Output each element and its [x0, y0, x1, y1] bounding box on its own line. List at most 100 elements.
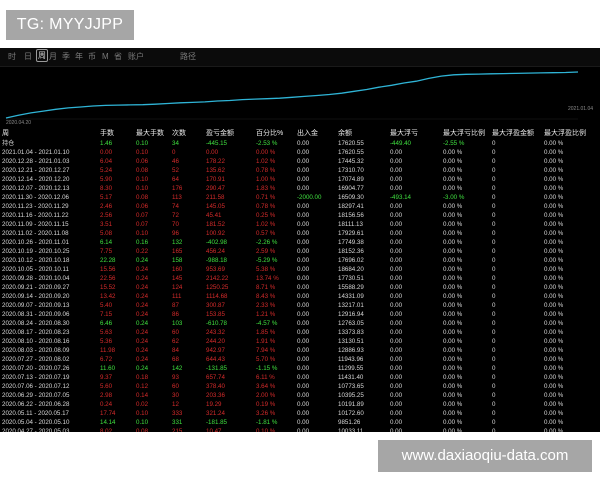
table-row-1-cell-8: 0.00 %	[443, 158, 463, 165]
table-row-31-cell-2: 215	[172, 428, 183, 432]
table-row-16-label: 2020.09.14 - 2020.09.20	[2, 293, 70, 300]
column-header-2[interactable]: 最大手数	[136, 130, 164, 137]
table-row-6-cell-8: 0.00 %	[443, 203, 463, 210]
table-row-12-cell-2: 158	[172, 257, 183, 264]
table-row-14-cell-7: 0.00	[390, 275, 403, 282]
table-row-29-cell-10: 0.00 %	[544, 410, 564, 417]
table-row-11-cell-7: 0.00	[390, 248, 403, 255]
column-header-5[interactable]: 百分比%	[256, 130, 284, 137]
table-row-6-cell-7: 0.00	[390, 203, 403, 210]
period-button-8[interactable]: 省	[114, 52, 122, 61]
period-button-3[interactable]: 月	[49, 52, 57, 61]
table-row-20-cell-1: 0.24	[136, 329, 149, 336]
table-row-16-cell-9: 0	[492, 293, 496, 300]
table-row-14-cell-9: 0	[492, 275, 496, 282]
table-row-25-cell-1: 0.18	[136, 374, 149, 381]
column-header-1[interactable]: 手数	[100, 130, 114, 137]
table-row-20-cell-0: 5.63	[100, 329, 113, 336]
table-row-13-label: 2020.10.05 - 2020.10.11	[2, 266, 69, 273]
table-row-21-cell-8: 0.00 %	[443, 338, 463, 345]
period-button-7[interactable]: M	[102, 52, 109, 61]
table-row-29-cell-5: 0.00	[297, 410, 310, 417]
table-row-7-cell-1: 0.07	[136, 212, 149, 219]
table-row-12-cell-1: 0.24	[136, 257, 149, 264]
table-row-15-cell-2: 124	[172, 284, 183, 291]
table-row-3-cell-7: 0.00	[390, 176, 403, 183]
column-header-4[interactable]: 盈亏金额	[206, 130, 234, 137]
table-row-13-cell-4: 5.38 %	[256, 266, 276, 273]
table-row-18-cell-10: 0.00 %	[544, 311, 564, 318]
column-header-11[interactable]: 最大浮盈比例	[544, 130, 586, 137]
table-row-12-cell-6: 17696.02	[338, 257, 364, 264]
column-header-6[interactable]: 出入金	[297, 130, 318, 137]
table-row-0-cell-1: 0.10	[136, 149, 149, 156]
table-row-30-cell-8: 0.00 %	[443, 419, 463, 426]
table-row-19-cell-2: 103	[172, 320, 183, 327]
table-row-22-cell-3: 942.97	[206, 347, 225, 354]
table-row-22-cell-6: 12886.93	[338, 347, 364, 354]
table-row-1-label: 2020.12.28 - 2021.01.03	[2, 158, 70, 165]
table-row-24-cell-4: -1.15 %	[256, 365, 278, 372]
table-row-31-cell-8: 0.00 %	[443, 428, 463, 432]
table-row-7-label: 2020.11.16 - 2020.11.22	[2, 212, 69, 219]
table-row-3-label: 2020.12.14 - 2020.12.20	[2, 176, 70, 183]
table-row-19-cell-4: -4.57 %	[256, 320, 278, 327]
table-row-24-cell-3: -131.85	[206, 365, 227, 372]
period-button-2[interactable]: 周	[36, 49, 48, 62]
table-row-29-cell-9: 0	[492, 410, 496, 417]
table-row-25-cell-8: 0.00 %	[443, 374, 463, 381]
column-header-3[interactable]: 次数	[172, 130, 186, 137]
column-header-8[interactable]: 最大浮亏	[390, 130, 418, 137]
period-button-4[interactable]: 季	[62, 52, 70, 61]
table-row-26-label: 2020.07.06 - 2020.07.12	[2, 383, 70, 390]
table-row-10-cell-1: 0.16	[136, 239, 149, 246]
table-row-10-cell-0: 6.14	[100, 239, 113, 246]
table-row-10-label: 2020.10.26 - 2020.11.01	[2, 239, 69, 246]
period-button-9[interactable]: 账户	[128, 52, 144, 61]
column-header-7[interactable]: 余额	[338, 130, 352, 137]
column-header-10[interactable]: 最大浮盈金额	[492, 130, 534, 137]
table-row-6-cell-0: 2.46	[100, 203, 113, 210]
holding-row-cell-1: 0.10	[136, 140, 149, 147]
table-row-2-cell-4: 0.78 %	[256, 167, 276, 174]
period-button-5[interactable]: 年	[75, 52, 83, 61]
period-button-0[interactable]: 时	[8, 52, 16, 61]
table-row-2-cell-6: 17310.70	[338, 167, 364, 174]
table-row-8-label: 2020.11.09 - 2020.11.15	[2, 221, 69, 228]
table-row-10-cell-9: 0	[492, 239, 496, 246]
table-row-31-cell-10: 0.00 %	[544, 428, 564, 432]
table-row-0-cell-3: 0.00	[206, 149, 219, 156]
table-row-4-cell-2: 176	[172, 185, 183, 192]
table-row-4-cell-0: 8.30	[100, 185, 113, 192]
table-row-3-cell-3: 170.91	[206, 176, 225, 183]
x-end-tick: 2021.01.04	[568, 106, 593, 112]
table-row-19-cell-8: 0.00 %	[443, 320, 463, 327]
table-row-26-cell-3: 378.40	[206, 383, 225, 390]
table-row-14-cell-2: 145	[172, 275, 183, 282]
table-row-0-cell-0: 0.00	[100, 149, 113, 156]
table-row-30-cell-6: 9851.26	[338, 419, 361, 426]
column-header-0[interactable]: 周	[2, 130, 9, 137]
table-row-16-cell-5: 0.00	[297, 293, 310, 300]
table-row-2-cell-5: 0.00	[297, 167, 310, 174]
period-button-1[interactable]: 日	[24, 52, 32, 61]
table-row-18-cell-1: 0.24	[136, 311, 149, 318]
table-row-11-cell-9: 0	[492, 248, 496, 255]
table-row-19-cell-0: 6.46	[100, 320, 113, 327]
table-row-26-cell-6: 10773.65	[338, 383, 364, 390]
table-row-11-cell-3: 456.24	[206, 248, 225, 255]
table-row-17-cell-9: 0	[492, 302, 496, 309]
table-row-13-cell-7: 0.00	[390, 266, 403, 273]
table-row-0-label: 2021.01.04 - 2021.01.10	[2, 149, 70, 156]
table-row-26-cell-9: 0	[492, 383, 496, 390]
column-header-9[interactable]: 最大浮亏比例	[443, 130, 485, 137]
table-row-1-cell-5: 0.00	[297, 158, 310, 165]
table-row-5-label: 2020.11.30 - 2020.12.06	[2, 194, 69, 201]
table-row-3-cell-2: 64	[172, 176, 179, 183]
holding-row-cell-3: -445.15	[206, 140, 227, 147]
table-row-24-label: 2020.07.20 - 2020.07.26	[2, 365, 70, 372]
period-button-6[interactable]: 币	[88, 52, 96, 61]
table-row-28-cell-10: 0.00 %	[544, 401, 564, 408]
table-row-23-cell-3: 644.43	[206, 356, 225, 363]
table-row-5-cell-8: -3.00 %	[443, 194, 465, 201]
